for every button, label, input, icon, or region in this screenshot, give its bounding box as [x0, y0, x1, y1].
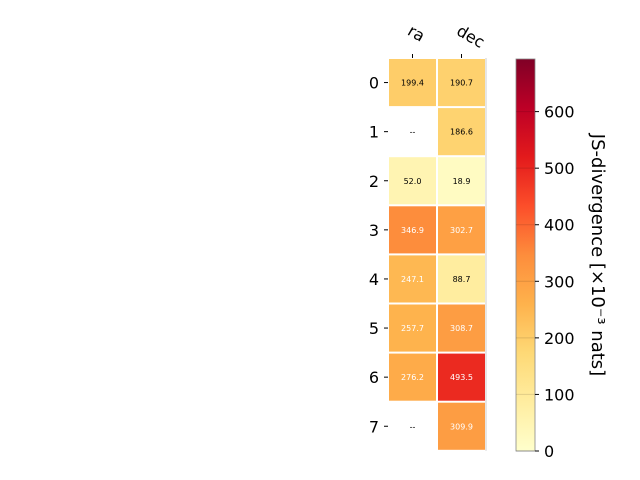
heatmap-cell	[438, 108, 485, 156]
colorbar-tick-label: 500	[544, 159, 575, 178]
row-tick-label: 4	[369, 270, 379, 289]
heatmap-cell-label: 18.9	[453, 177, 471, 186]
colorbar-tick-label: 0	[544, 442, 554, 461]
colorbar-gradient	[515, 58, 536, 452]
colorbar-label: JS-divergence [×10⁻³ nats]	[587, 133, 608, 376]
row-tick-label: 2	[369, 172, 379, 191]
colorbar-tick-label: 600	[544, 103, 575, 122]
heatmap-grid: 199.4 190.7 -- 186.6 52.0 18.9 346.9 302.7 247.1…	[389, 58, 487, 451]
heatmap-cell	[438, 157, 485, 205]
heatmap-cell-label: 199.4	[401, 79, 424, 88]
heatmap-cell-label: 52.0	[404, 177, 422, 186]
heatmap-cell	[389, 304, 436, 352]
heatmap-cell-label: 186.6	[450, 128, 473, 137]
heatmap-cell-label: --	[410, 128, 416, 137]
heatmap-cell-label: 247.1	[401, 275, 424, 284]
heatmap-cell	[389, 255, 436, 303]
row-tick-label: 7	[369, 417, 379, 436]
heatmap-cell	[389, 206, 436, 254]
row-tick-label: 0	[369, 74, 379, 93]
row-tick-label: 6	[369, 368, 379, 387]
heatmap-cell-label: 493.5	[450, 373, 473, 382]
colorbar	[515, 58, 536, 452]
column-tick-label: dec	[454, 21, 488, 52]
row-tick-label: 3	[369, 221, 379, 240]
heatmap-cell	[389, 157, 436, 205]
heatmap-cell-label: 308.7	[450, 324, 473, 333]
colorbar-tick-label: 200	[544, 329, 575, 348]
row-tick-label: 5	[369, 319, 379, 338]
heatmap-cell-label: 257.7	[401, 324, 424, 333]
row-tick-label: 1	[369, 123, 379, 142]
heatmap-cell	[438, 353, 485, 401]
heatmap-cell	[438, 304, 485, 352]
heatmap-cell-label: --	[410, 422, 416, 431]
heatmap-cell	[438, 255, 485, 303]
colorbar-tick-label: 300	[544, 272, 575, 291]
heatmap-cell-label: 276.2	[401, 373, 424, 382]
colorbar-tick-label: 400	[544, 216, 575, 235]
column-tick-label: ra	[405, 21, 429, 46]
heatmap-cell-label: 190.7	[450, 79, 473, 88]
heatmap-cell-label: 309.9	[450, 422, 473, 431]
colorbar-ticks: 0 100 200 300 400 500 600	[516, 103, 575, 461]
colorbar-tick-label: 100	[544, 385, 575, 404]
column-tick-labels: ra dec	[405, 21, 488, 58]
heatmap-cell	[438, 402, 485, 450]
heatmap-cell-label: 302.7	[450, 226, 473, 235]
heatmap-cell-label: 88.7	[453, 275, 471, 284]
heatmap-cell-label: 346.9	[401, 226, 424, 235]
row-tick-labels: 0 1 2 3 4 5 6 7	[369, 74, 388, 436]
heatmap-cell	[438, 206, 485, 254]
heatmap-cell	[438, 59, 485, 107]
heatmap-cell	[389, 353, 436, 401]
heatmap-cell	[389, 59, 436, 107]
